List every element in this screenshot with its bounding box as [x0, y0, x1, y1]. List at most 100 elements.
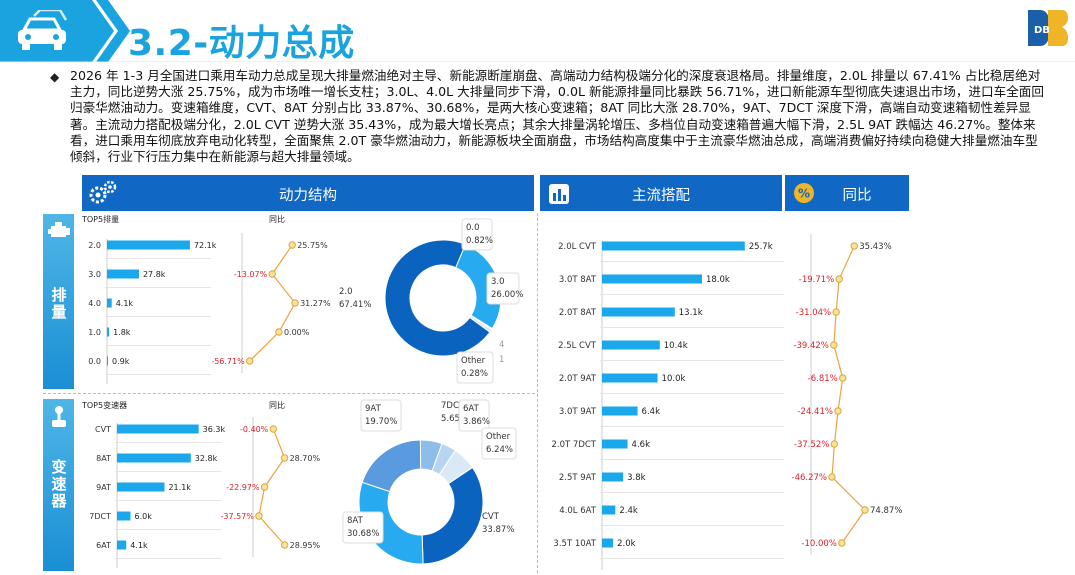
bullet-icon: ◆ [50, 70, 60, 84]
intro-paragraph: 2026 年 1-3 月全国进口乘用车动力总成呈现大排量燃油绝对主导、新能源断崖… [70, 68, 1044, 165]
data-point [835, 275, 843, 283]
bar [602, 406, 638, 416]
bar [602, 373, 658, 383]
gearbox-yoy-line-chart: 同比 -0.40% 28.70% -22.97% -37.57% 28.95% [221, 400, 321, 557]
panel-title-mainstream: 主流搭配 [632, 188, 690, 204]
slice-label-box: 8AT 30.68% [342, 511, 384, 544]
slice-name: 2.0 [339, 287, 353, 297]
panel-header-mainstream: 主流搭配 [540, 175, 782, 211]
data-label: 1.8k [113, 328, 131, 337]
slice-name: 4 [499, 340, 504, 350]
data-point [245, 357, 254, 365]
bar [117, 482, 165, 492]
slice-percent: 5.65 [441, 414, 460, 424]
data-label: 4.1k [116, 299, 134, 308]
series-line [249, 244, 296, 362]
divider-horizontal [43, 393, 535, 394]
data-label: -56.71% [212, 357, 245, 366]
data-label: -39.42% [793, 341, 828, 351]
data-label: -0.40% [240, 425, 269, 434]
side-tab-gearbox: 变速器 [43, 399, 74, 571]
bar [602, 439, 628, 449]
label-box [342, 511, 384, 544]
data-label: 6.4k [642, 407, 661, 417]
panel-header-powertrain: 动力结构 [82, 175, 534, 211]
label-box [360, 399, 402, 432]
data-point [291, 299, 299, 307]
label-box [456, 351, 494, 384]
svg-text:%: % [798, 187, 810, 201]
data-label: 31.27% [300, 299, 331, 308]
donut-slice [438, 449, 474, 485]
data-label: 25.75% [297, 241, 328, 250]
data-point [834, 407, 842, 415]
data-label: -22.97% [226, 483, 260, 492]
category-label: 2.0T 7DCT [552, 440, 597, 450]
data-point [828, 473, 836, 481]
slice-percent: 3.86% [463, 417, 490, 427]
category-label: 0.0 [88, 357, 101, 366]
data-label: 36.3k [203, 425, 226, 434]
data-label: 18.0k [706, 275, 730, 285]
bar [117, 453, 191, 463]
bar [602, 505, 616, 515]
slice-name: Other [486, 432, 511, 442]
category-label: 8AT [96, 454, 111, 463]
chart-title: 同比 [269, 214, 285, 224]
data-point [275, 328, 283, 336]
category-label: 3.0 [88, 270, 101, 279]
data-point [830, 341, 838, 349]
data-label: 35.43% [859, 242, 891, 252]
category-label: 2.5L CVT [558, 341, 597, 351]
slice-percent: 26.00% [491, 290, 523, 300]
data-label: 27.8k [143, 270, 166, 279]
data-point [838, 539, 846, 547]
data-label: 4.6k [632, 440, 651, 450]
chart-title: 同比 [269, 400, 285, 410]
donut-slice [358, 481, 424, 565]
series-line [831, 245, 866, 544]
label-box [481, 427, 517, 460]
label-box [486, 272, 520, 305]
slice-name: CVT [482, 512, 500, 522]
category-label: 2.0 [88, 241, 101, 250]
category-label: 3.0T 8AT [559, 275, 597, 285]
data-label: 10.4k [664, 341, 688, 351]
percent-icon: % [794, 183, 814, 203]
donut-slice [468, 315, 493, 333]
slice-percent: 6.24% [486, 445, 513, 455]
slice-percent: 33.87% [482, 525, 514, 535]
panel-title-powertrain: 动力结构 [279, 188, 337, 204]
data-point [260, 483, 269, 491]
data-label: -37.52% [794, 440, 829, 450]
side-tab-displacement: 排量 [43, 214, 74, 389]
data-label: 28.95% [290, 541, 321, 550]
side-tab-label-gearbox: 变速器 [49, 459, 68, 510]
data-label: 2.0k [617, 539, 636, 549]
gears-icon [89, 180, 117, 204]
bar [107, 298, 112, 308]
slice-name: 1 [499, 355, 504, 365]
slice-label-box: 9AT 19.70% [360, 399, 402, 432]
slice-name: 7DC [441, 401, 459, 411]
data-point [830, 440, 839, 448]
slice-label-box: 7DC 5.65 [441, 401, 460, 424]
data-point [832, 308, 840, 316]
slice-name: 0.0 [466, 223, 480, 233]
category-label: 2.0L CVT [558, 242, 597, 252]
label-box [458, 399, 490, 432]
category-label: 1.0 [88, 328, 101, 337]
data-label: 3.8k [627, 473, 646, 483]
bar-chart-icon [549, 184, 569, 204]
category-label: 4.0L 6AT [559, 506, 597, 516]
side-tab-label-displacement: 排量 [49, 287, 68, 321]
data-label: -24.41% [797, 407, 832, 417]
slice-label-box: 0.0 0.82% [461, 218, 493, 251]
bar [117, 540, 127, 550]
gear-shift-icon [51, 406, 66, 427]
data-label: -6.81% [808, 374, 838, 384]
slice-name: Other [461, 356, 486, 366]
mainstream-bar-chart: 2.0L CVT 25.7k 3.0T 8AT 18.0k 2.0T 8AT 13.1k 2… [552, 240, 784, 570]
data-label: 0.00% [284, 328, 310, 337]
donut-slice [361, 439, 422, 493]
